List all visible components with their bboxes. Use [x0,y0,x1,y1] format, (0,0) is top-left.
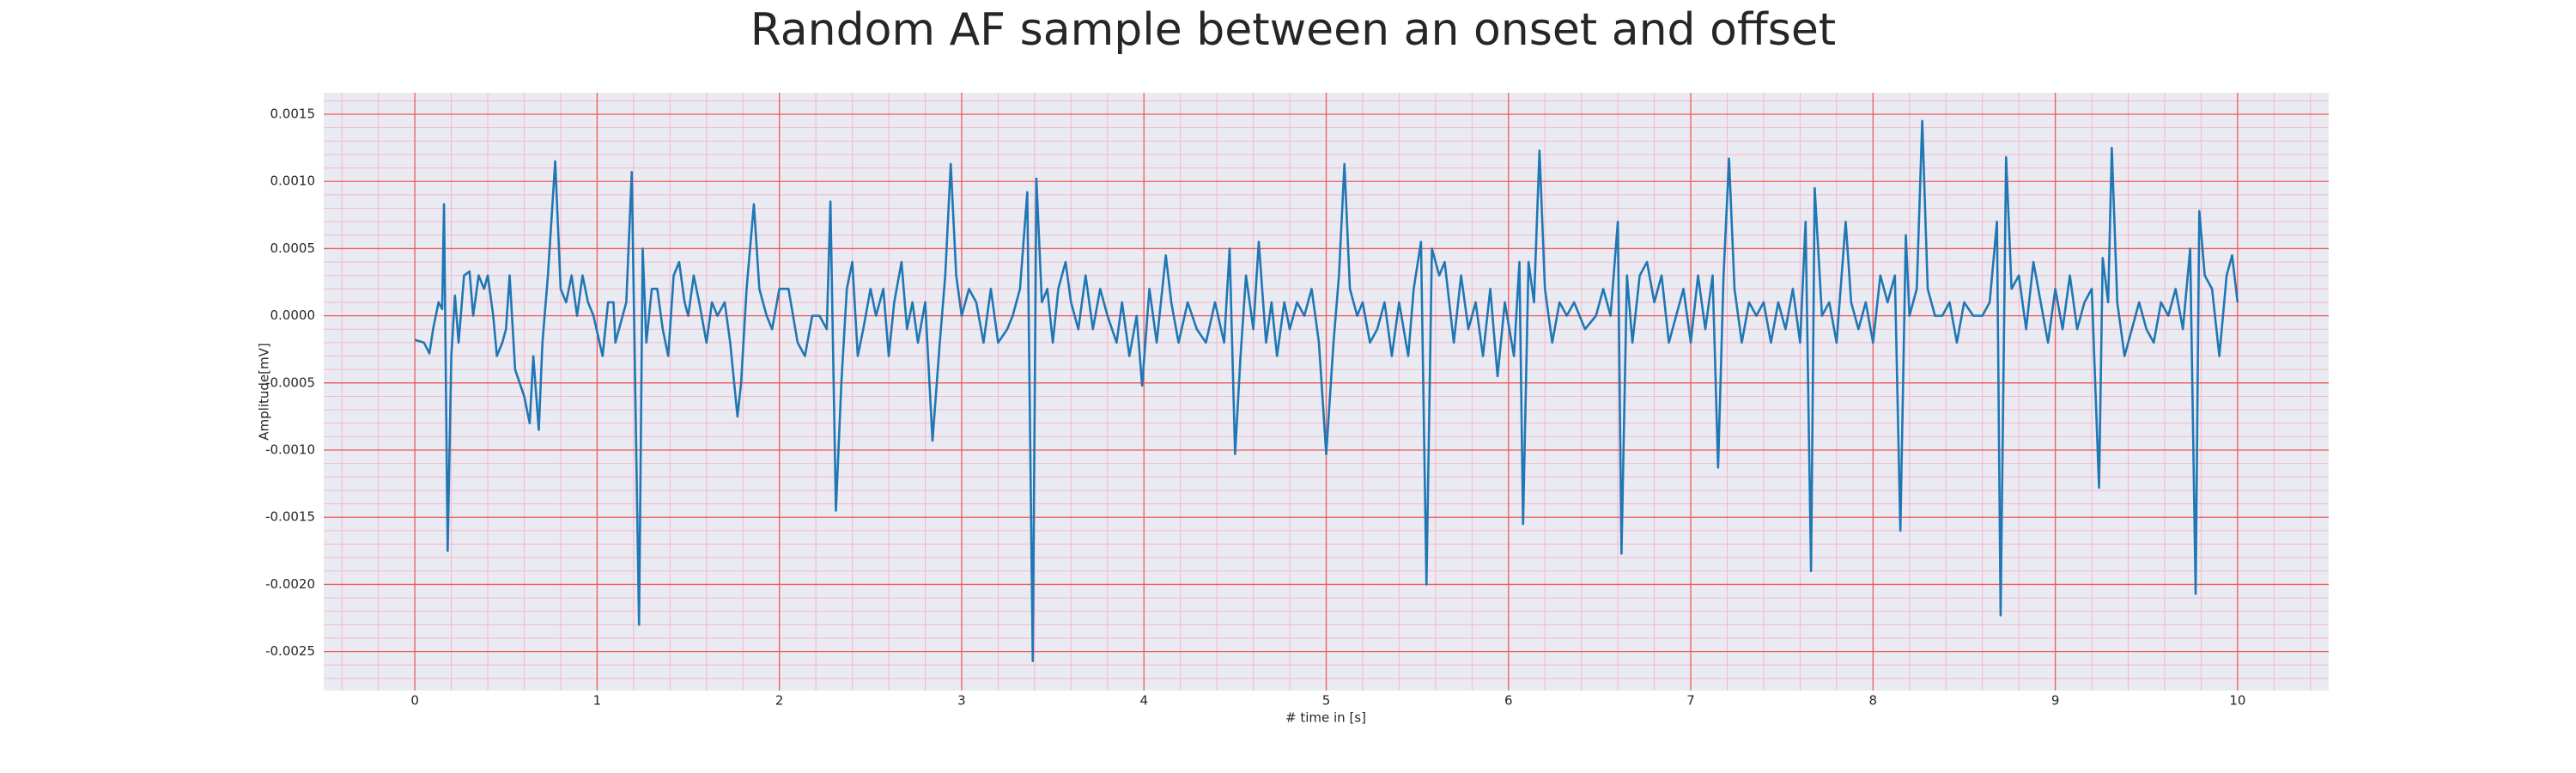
x-tick-label: 2 [775,693,784,709]
y-tick-label: 0.0000 [270,307,316,323]
y-tick-label: 0.0005 [270,240,316,256]
x-tick-label: 5 [1322,693,1331,709]
x-axis-label: # time in [s] [1285,710,1366,726]
y-tick-label: -0.0020 [265,576,315,592]
x-tick-label: 1 [593,693,602,709]
chart-title: Random AF sample between an onset and of… [750,4,1836,56]
y-axis-label: Amplitude[mV] [257,343,272,440]
x-tick-label: 0 [410,693,419,709]
y-tick-label: 0.0015 [270,107,316,122]
x-tick-label: 6 [1504,693,1513,709]
x-tick-label: 7 [1686,693,1695,709]
marks [414,119,2239,662]
y-tick-label: -0.0005 [265,374,315,390]
x-tick-label: 3 [957,693,966,709]
y-tick-label: 0.0010 [270,173,316,189]
major-grid [324,93,2329,691]
y-tick-label: -0.0010 [265,442,315,458]
x-tick-label: 9 [2051,693,2060,709]
x-tick-label: 4 [1139,693,1148,709]
x-tick-label: 8 [1869,693,1878,709]
y-tick-label: -0.0025 [265,643,315,659]
y-tick-label: -0.0015 [265,509,315,525]
x-tick-label: 10 [2229,693,2245,709]
signal-line [414,119,2239,662]
